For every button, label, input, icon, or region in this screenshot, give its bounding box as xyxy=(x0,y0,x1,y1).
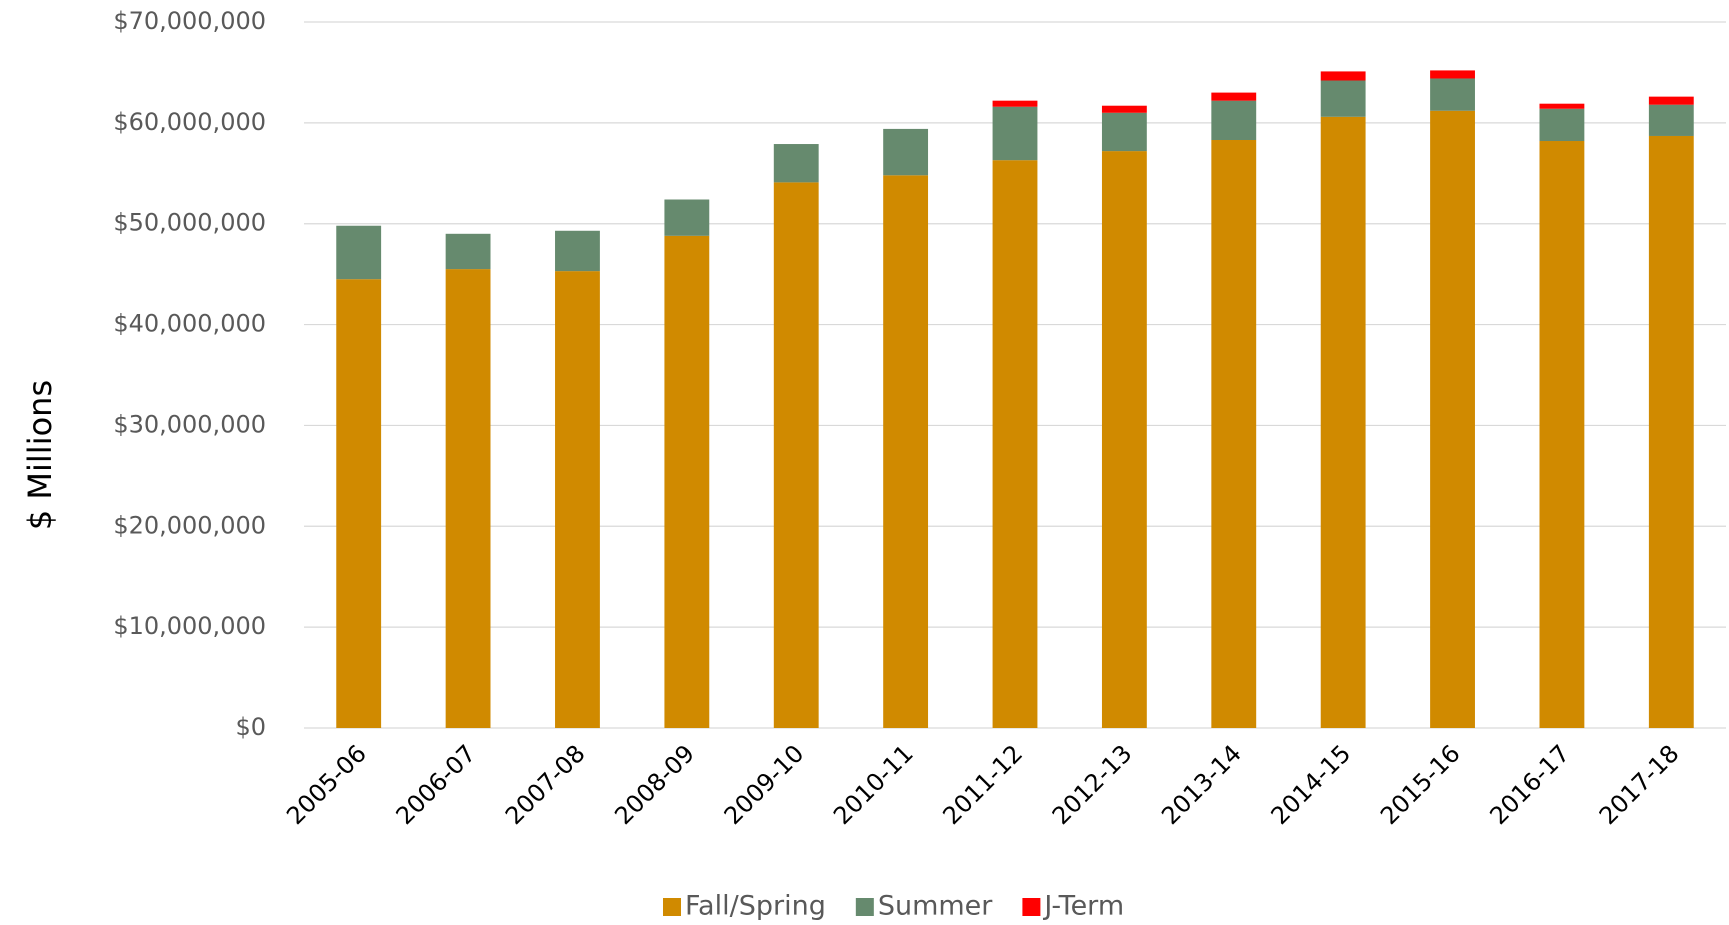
bar-segment xyxy=(555,231,600,271)
bar-segment xyxy=(774,182,819,728)
bar-segment xyxy=(1649,97,1694,105)
bar-segment xyxy=(1321,80,1366,116)
legend-swatch xyxy=(663,898,681,916)
bar-segment xyxy=(446,269,491,728)
bar-segment xyxy=(1539,109,1584,141)
bar-segment xyxy=(1430,111,1475,728)
bar-segment xyxy=(774,144,819,182)
y-tick-label: $60,000,000 xyxy=(113,108,266,136)
bar-segment xyxy=(336,226,381,279)
y-tick-label: $40,000,000 xyxy=(113,310,266,338)
legend-swatch xyxy=(856,898,874,916)
bar-segment xyxy=(1211,140,1256,728)
y-tick-label: $10,000,000 xyxy=(113,612,266,640)
legend-label: Summer xyxy=(878,891,993,922)
bar-segment xyxy=(1539,141,1584,728)
bar-segment xyxy=(664,200,709,236)
x-tick-label: 2008-09 xyxy=(609,739,700,830)
bar-segment xyxy=(1321,117,1366,728)
x-tick-label: 2015-16 xyxy=(1375,739,1466,830)
x-tick-label: 2005-06 xyxy=(281,739,372,830)
x-tick-label: 2017-18 xyxy=(1594,739,1685,830)
chart: $ Millions $0 $10,000,000 $20,000,000 $30,0… xyxy=(0,0,1729,925)
bar-segment xyxy=(336,279,381,728)
x-tick-label: 2012-13 xyxy=(1047,739,1138,830)
x-tick-label: 2007-08 xyxy=(500,739,591,830)
x-tick-label: 2006-07 xyxy=(391,739,482,830)
bar-segment xyxy=(1430,78,1475,110)
x-tick-label: 2013-14 xyxy=(1156,739,1247,830)
bar-segment xyxy=(883,129,928,175)
y-tick-label: $30,000,000 xyxy=(113,410,266,438)
bar-segment xyxy=(1649,105,1694,136)
bar-segment xyxy=(555,271,600,728)
x-tick-label: 2014-15 xyxy=(1266,739,1357,830)
bar-segment xyxy=(1102,113,1147,151)
bar-segment xyxy=(446,234,491,269)
x-tick-label: 2011-12 xyxy=(937,739,1028,830)
y-tick-label: $70,000,000 xyxy=(113,7,266,35)
bar-segment xyxy=(993,107,1038,160)
bar-segment xyxy=(1102,151,1147,728)
legend-label: Fall/Spring xyxy=(685,891,826,922)
bar-segment xyxy=(993,101,1038,107)
legend-swatch xyxy=(1022,898,1040,916)
bar-segment xyxy=(993,160,1038,728)
bar-segment xyxy=(1539,104,1584,109)
x-tick-label: 2010-11 xyxy=(828,739,919,830)
bar-segment xyxy=(1321,71,1366,80)
x-tick-label: 2016-17 xyxy=(1484,739,1575,830)
bar-segment xyxy=(1102,106,1147,113)
y-axis-label: $ Millions xyxy=(21,380,59,530)
bar-segment xyxy=(1211,101,1256,140)
bar-segment xyxy=(883,175,928,728)
y-tick-label: $50,000,000 xyxy=(113,209,266,237)
x-tick-label: 2009-10 xyxy=(719,739,810,830)
bar-segment xyxy=(1211,93,1256,101)
legend-label: J-Term xyxy=(1042,891,1124,922)
bar-segment xyxy=(664,236,709,728)
bar-segment xyxy=(1430,70,1475,78)
y-tick-label: $0 xyxy=(235,713,266,741)
bar-segment xyxy=(1649,136,1694,728)
y-tick-label: $20,000,000 xyxy=(113,511,266,539)
